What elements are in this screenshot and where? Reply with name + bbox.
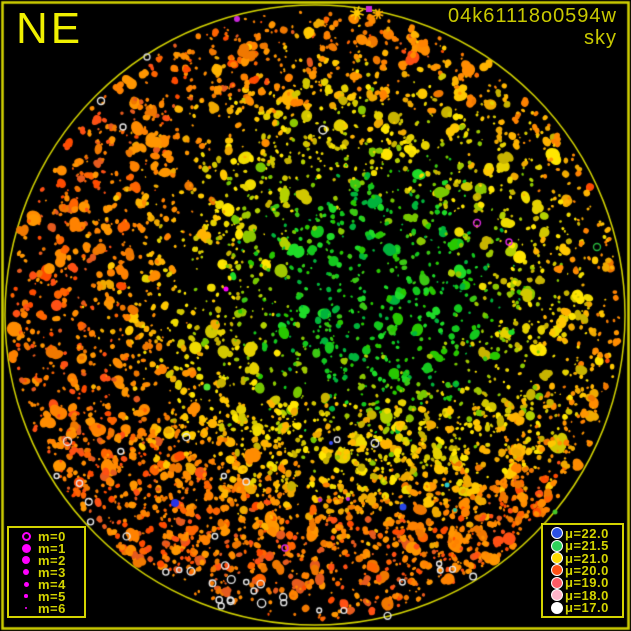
m6-dot-icon bbox=[25, 607, 27, 609]
mu-legend-label: μ=18.0 bbox=[565, 587, 609, 603]
mu-legend-row: μ=21.0 bbox=[548, 550, 622, 566]
mu-legend-label: μ=19.0 bbox=[565, 575, 609, 591]
mu-legend-row: μ=21.5 bbox=[548, 538, 622, 554]
mu-legend-label: μ=17.0 bbox=[565, 600, 609, 616]
surface-brightness-legend: μ=22.0 μ=21.5 μ=21.0 μ=20.0 μ=19.0 μ=18.… bbox=[541, 523, 624, 618]
orientation-label: NE bbox=[16, 4, 84, 53]
magnitude-legend-label: m=6 bbox=[38, 600, 66, 616]
magnitude-legend-row: m=1 bbox=[14, 540, 84, 556]
mu-legend-row: μ=17.0 bbox=[548, 600, 622, 616]
magnitude-legend-row: m=5 bbox=[14, 588, 84, 604]
magnitude-legend-label: m=4 bbox=[38, 576, 66, 592]
magnitude-legend-row: m=2 bbox=[14, 552, 84, 568]
magnitude-legend-label: m=1 bbox=[38, 540, 66, 556]
plot-type-label: sky bbox=[584, 27, 617, 49]
magnitude-legend-row: m=0 bbox=[14, 528, 84, 544]
m3-dot-icon bbox=[22, 568, 30, 576]
magnitude-legend-label: m=2 bbox=[38, 552, 66, 568]
mu-legend-label: μ=22.0 bbox=[565, 525, 609, 541]
magnitude-legend-row: m=3 bbox=[14, 564, 84, 580]
m2-dot-icon bbox=[22, 556, 30, 564]
magnitude-legend-row: m=6 bbox=[14, 600, 84, 616]
m1-dot-icon bbox=[21, 543, 31, 553]
mu-17-swatch-icon bbox=[550, 601, 563, 614]
magnitude-legend-label: m=0 bbox=[38, 528, 66, 544]
mu-21-swatch-icon bbox=[550, 552, 563, 565]
m0-open-circle-icon bbox=[21, 531, 31, 541]
mu-legend-row: μ=18.0 bbox=[548, 587, 622, 603]
title-block: 04k61118o0594w sky bbox=[448, 5, 617, 49]
mu-legend-row: μ=19.0 bbox=[548, 575, 622, 591]
mu-legend-label: μ=21.5 bbox=[565, 538, 609, 554]
exposure-title: 04k61118o0594w bbox=[448, 5, 617, 27]
magnitude-legend-row: m=4 bbox=[14, 576, 84, 592]
magnitude-legend-label: m=3 bbox=[38, 564, 66, 580]
mu-18-swatch-icon bbox=[550, 589, 563, 602]
m4-dot-icon bbox=[23, 581, 29, 587]
mu-21-5-swatch-icon bbox=[550, 539, 563, 552]
mu-19-swatch-icon bbox=[550, 576, 563, 589]
mu-20-swatch-icon bbox=[550, 564, 563, 577]
mu-legend-row: μ=20.0 bbox=[548, 562, 622, 578]
magnitude-legend-label: m=5 bbox=[38, 588, 66, 604]
m5-dot-icon bbox=[24, 594, 28, 598]
magnitude-legend: m=0 m=1 m=2 m=3 m=4 m=5 m=6 bbox=[7, 526, 86, 618]
mu-legend-label: μ=20.0 bbox=[565, 562, 609, 578]
mu-22-swatch-icon bbox=[550, 527, 563, 540]
mu-legend-label: μ=21.0 bbox=[565, 550, 609, 566]
mu-legend-row: μ=22.0 bbox=[548, 525, 622, 541]
